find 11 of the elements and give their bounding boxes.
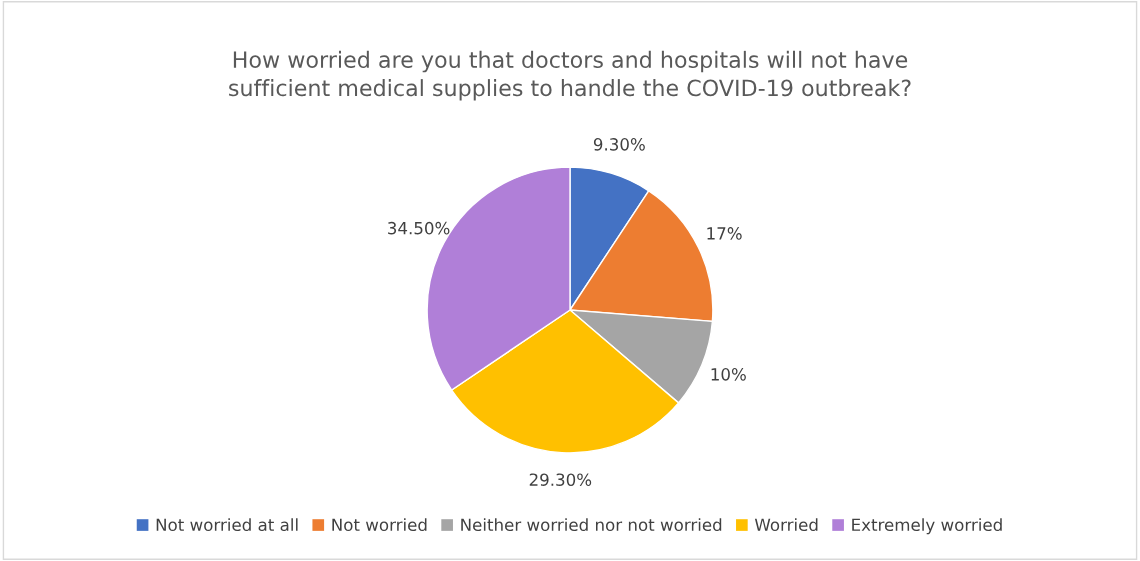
data-label: 10% <box>711 368 746 381</box>
chart-title: How worried are you that doctors and hospitals will not have sufficient medical supplies to handle the COVID-19 outbreak? <box>229 50 911 101</box>
data-label: 9.30% <box>593 138 645 151</box>
data-label: 29.30% <box>529 473 592 486</box>
legend-label: Not worried at all <box>156 518 298 532</box>
data-label: 17% <box>707 227 742 240</box>
legend-label: Not worried <box>332 518 427 532</box>
legend-label: Extremely worried <box>852 518 1002 535</box>
legend-label: Worried <box>754 518 818 532</box>
data-label: 34.50% <box>388 221 450 235</box>
legend-label: Neither worried nor not worried <box>461 518 722 532</box>
